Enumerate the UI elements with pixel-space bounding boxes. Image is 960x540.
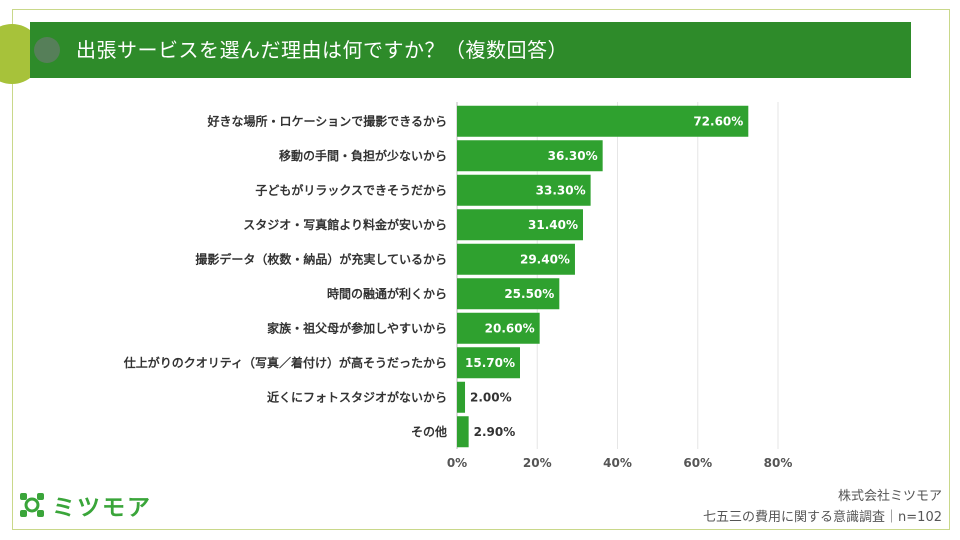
bar xyxy=(457,209,583,241)
page-title: 出張サービスを選んだ理由は何ですか？（複数回答） xyxy=(76,38,568,62)
category-label: 移動の手間・負担が少ないから xyxy=(279,148,447,163)
footer: 株式会社ミツモア 七五三の費用に関する意識調査｜n=102 xyxy=(703,486,942,528)
data-label: 15.70% xyxy=(465,356,515,370)
x-tick-label: 20% xyxy=(523,456,552,470)
data-label: 33.30% xyxy=(536,183,586,197)
category-label: 近くにフォトスタジオがないから xyxy=(267,389,447,404)
category-label: 時間の融通が利くから xyxy=(327,286,447,301)
data-label: 72.60% xyxy=(693,114,743,128)
data-label: 29.40% xyxy=(520,252,570,266)
bar xyxy=(457,381,466,413)
bar xyxy=(457,105,749,137)
x-tick-label: 60% xyxy=(683,456,712,470)
data-label: 25.50% xyxy=(504,287,554,301)
footer-company: 株式会社ミツモア xyxy=(837,489,942,504)
bar xyxy=(457,347,520,379)
category-label: 好きな場所・ロケーションで撮影できるから xyxy=(206,113,447,128)
data-label: 2.90% xyxy=(474,425,516,439)
decorative-circle-small xyxy=(34,37,60,63)
data-label: 2.00% xyxy=(470,390,512,404)
category-label: 撮影データ（枚数・納品）が充実しているから xyxy=(195,251,447,266)
logo-text: ミツモア xyxy=(52,495,152,521)
brand-logo: ミツモア xyxy=(18,489,152,521)
data-label: 31.40% xyxy=(528,218,578,232)
bar xyxy=(457,243,575,275)
bar xyxy=(457,174,591,206)
data-label: 36.30% xyxy=(548,149,598,163)
footer-survey: 七五三の費用に関する意識調査｜n=102 xyxy=(703,510,942,525)
category-label: 子どもがリラックスできそうだから xyxy=(255,182,447,197)
x-tick-label: 80% xyxy=(764,456,793,470)
data-label: 20.60% xyxy=(485,321,535,335)
bar xyxy=(457,312,540,344)
category-label: その他 xyxy=(411,424,447,439)
bar xyxy=(457,278,560,310)
title-bar xyxy=(30,22,911,78)
bar xyxy=(457,416,469,448)
category-label: 家族・祖父母が参加しやすいから xyxy=(267,320,447,335)
x-tick-label: 0% xyxy=(447,456,467,470)
logo-mark-icon xyxy=(20,493,44,517)
category-label: 仕上がりのクオリティ（写真／着付け）が高そうだったから xyxy=(123,355,447,370)
category-label: スタジオ・写真館より料金が安いから xyxy=(243,217,447,232)
bar xyxy=(457,140,603,172)
x-tick-label: 40% xyxy=(603,456,632,470)
